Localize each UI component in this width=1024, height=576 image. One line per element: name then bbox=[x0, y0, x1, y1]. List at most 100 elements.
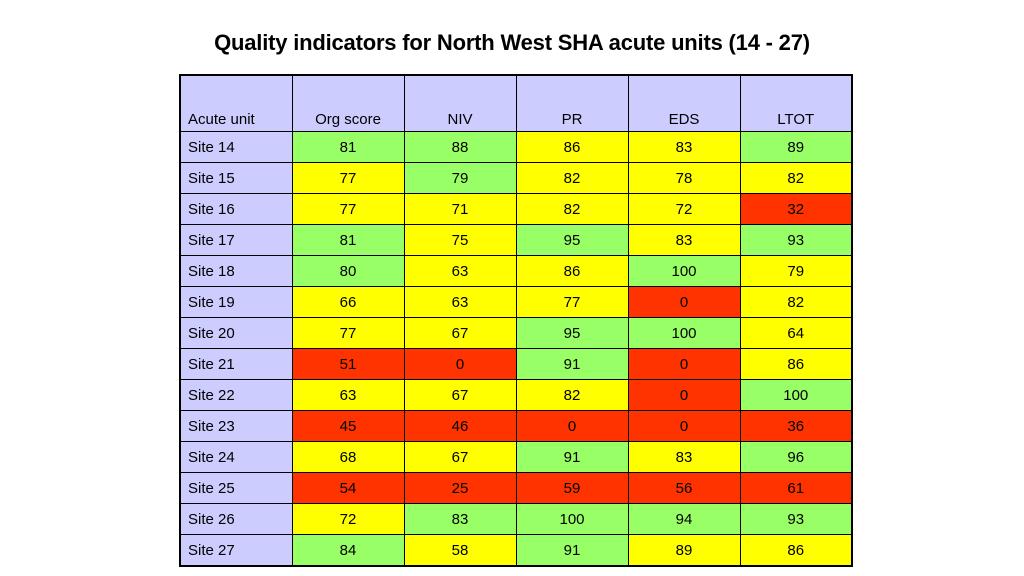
niv-cell: 63 bbox=[403, 255, 517, 287]
ltot-cell: 61 bbox=[739, 472, 853, 504]
table-row: Site 18 80 63 86 100 79 bbox=[179, 255, 853, 287]
site-cell: Site 27 bbox=[179, 534, 293, 567]
header-acute-unit: Acute unit bbox=[179, 74, 293, 132]
table-row: Site 16 77 71 82 72 32 bbox=[179, 193, 853, 225]
header-row: Acute unit Org score NIV PR EDS LTOT bbox=[179, 74, 853, 132]
niv-cell: 88 bbox=[403, 131, 517, 163]
eds-cell: 100 bbox=[627, 255, 741, 287]
org-score-cell: 81 bbox=[291, 224, 405, 256]
ltot-cell: 64 bbox=[739, 317, 853, 349]
ltot-cell: 93 bbox=[739, 503, 853, 535]
site-cell: Site 23 bbox=[179, 410, 293, 442]
eds-cell: 0 bbox=[627, 379, 741, 411]
pr-cell: 0 bbox=[515, 410, 629, 442]
pr-cell: 82 bbox=[515, 379, 629, 411]
pr-cell: 91 bbox=[515, 534, 629, 567]
ltot-cell: 36 bbox=[739, 410, 853, 442]
header-ltot: LTOT bbox=[739, 74, 853, 132]
table-row: Site 15 77 79 82 78 82 bbox=[179, 162, 853, 194]
site-cell: Site 26 bbox=[179, 503, 293, 535]
ltot-cell: 96 bbox=[739, 441, 853, 473]
site-cell: Site 20 bbox=[179, 317, 293, 349]
table-row: Site 22 63 67 82 0 100 bbox=[179, 379, 853, 411]
ltot-cell: 86 bbox=[739, 348, 853, 380]
ltot-cell: 89 bbox=[739, 131, 853, 163]
table-row: Site 23 45 46 0 0 36 bbox=[179, 410, 853, 442]
niv-cell: 67 bbox=[403, 379, 517, 411]
org-score-cell: 77 bbox=[291, 162, 405, 194]
eds-cell: 72 bbox=[627, 193, 741, 225]
pr-cell: 82 bbox=[515, 162, 629, 194]
table-row: Site 17 81 75 95 83 93 bbox=[179, 224, 853, 256]
org-score-cell: 77 bbox=[291, 193, 405, 225]
pr-cell: 59 bbox=[515, 472, 629, 504]
org-score-cell: 84 bbox=[291, 534, 405, 567]
ltot-cell: 82 bbox=[739, 286, 853, 318]
eds-cell: 83 bbox=[627, 441, 741, 473]
site-cell: Site 18 bbox=[179, 255, 293, 287]
org-score-cell: 54 bbox=[291, 472, 405, 504]
table-row: Site 14 81 88 86 83 89 bbox=[179, 131, 853, 163]
org-score-cell: 80 bbox=[291, 255, 405, 287]
eds-cell: 89 bbox=[627, 534, 741, 567]
eds-cell: 0 bbox=[627, 286, 741, 318]
site-cell: Site 17 bbox=[179, 224, 293, 256]
site-cell: Site 16 bbox=[179, 193, 293, 225]
niv-cell: 63 bbox=[403, 286, 517, 318]
header-pr: PR bbox=[515, 74, 629, 132]
eds-cell: 78 bbox=[627, 162, 741, 194]
header-niv: NIV bbox=[403, 74, 517, 132]
site-cell: Site 21 bbox=[179, 348, 293, 380]
ltot-cell: 93 bbox=[739, 224, 853, 256]
org-score-cell: 68 bbox=[291, 441, 405, 473]
table-body: Site 14 81 88 86 83 89 Site 15 77 79 82 78 82 Site 1… bbox=[179, 131, 853, 567]
niv-cell: 46 bbox=[403, 410, 517, 442]
ltot-cell: 82 bbox=[739, 162, 853, 194]
org-score-cell: 63 bbox=[291, 379, 405, 411]
pr-cell: 86 bbox=[515, 255, 629, 287]
pr-cell: 95 bbox=[515, 317, 629, 349]
header-org-score: Org score bbox=[291, 74, 405, 132]
header-eds: EDS bbox=[627, 74, 741, 132]
site-cell: Site 14 bbox=[179, 131, 293, 163]
table-row: Site 27 84 58 91 89 86 bbox=[179, 534, 853, 567]
niv-cell: 75 bbox=[403, 224, 517, 256]
pr-cell: 86 bbox=[515, 131, 629, 163]
table-row: Site 26 72 83 100 94 93 bbox=[179, 503, 853, 535]
ltot-cell: 32 bbox=[739, 193, 853, 225]
site-cell: Site 25 bbox=[179, 472, 293, 504]
pr-cell: 91 bbox=[515, 348, 629, 380]
org-score-cell: 66 bbox=[291, 286, 405, 318]
ltot-cell: 79 bbox=[739, 255, 853, 287]
niv-cell: 58 bbox=[403, 534, 517, 567]
niv-cell: 79 bbox=[403, 162, 517, 194]
niv-cell: 0 bbox=[403, 348, 517, 380]
eds-cell: 0 bbox=[627, 348, 741, 380]
niv-cell: 25 bbox=[403, 472, 517, 504]
ltot-cell: 100 bbox=[739, 379, 853, 411]
pr-cell: 77 bbox=[515, 286, 629, 318]
table-row: Site 20 77 67 95 100 64 bbox=[179, 317, 853, 349]
eds-cell: 83 bbox=[627, 131, 741, 163]
pr-cell: 91 bbox=[515, 441, 629, 473]
site-cell: Site 24 bbox=[179, 441, 293, 473]
table-row: Site 21 51 0 91 0 86 bbox=[179, 348, 853, 380]
table-row: Site 25 54 25 59 56 61 bbox=[179, 472, 853, 504]
org-score-cell: 77 bbox=[291, 317, 405, 349]
pr-cell: 82 bbox=[515, 193, 629, 225]
table-row: Site 19 66 63 77 0 82 bbox=[179, 286, 853, 318]
site-cell: Site 15 bbox=[179, 162, 293, 194]
pr-cell: 95 bbox=[515, 224, 629, 256]
table-row: Site 24 68 67 91 83 96 bbox=[179, 441, 853, 473]
site-cell: Site 19 bbox=[179, 286, 293, 318]
site-cell: Site 22 bbox=[179, 379, 293, 411]
ltot-cell: 86 bbox=[739, 534, 853, 567]
eds-cell: 56 bbox=[627, 472, 741, 504]
eds-cell: 83 bbox=[627, 224, 741, 256]
org-score-cell: 51 bbox=[291, 348, 405, 380]
eds-cell: 100 bbox=[627, 317, 741, 349]
eds-cell: 0 bbox=[627, 410, 741, 442]
niv-cell: 83 bbox=[403, 503, 517, 535]
org-score-cell: 45 bbox=[291, 410, 405, 442]
eds-cell: 94 bbox=[627, 503, 741, 535]
